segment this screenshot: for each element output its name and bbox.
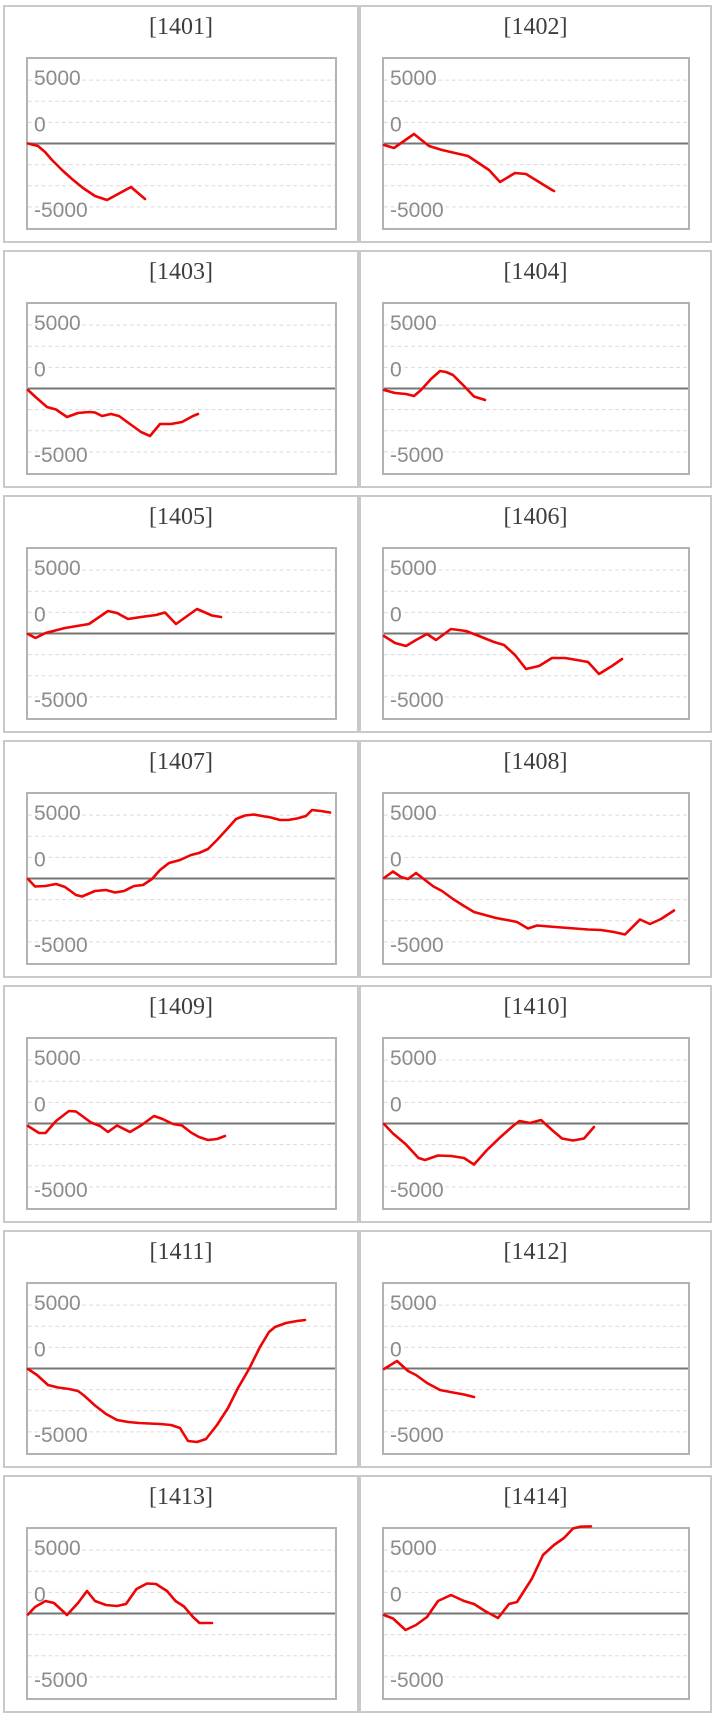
svg-text:-5000: -5000 xyxy=(390,1669,444,1692)
svg-text:-5000: -5000 xyxy=(34,199,88,222)
svg-text:-5000: -5000 xyxy=(34,689,88,712)
svg-text:-5000: -5000 xyxy=(34,1424,88,1447)
svg-text:0: 0 xyxy=(34,358,46,381)
svg-text:0: 0 xyxy=(390,1093,402,1116)
svg-text:-5000: -5000 xyxy=(34,934,88,957)
svg-text:5000: 5000 xyxy=(34,1292,81,1315)
svg-text:-5000: -5000 xyxy=(390,689,444,712)
svg-text:-5000: -5000 xyxy=(34,1179,88,1202)
svg-text:0: 0 xyxy=(34,848,46,871)
svg-text:-5000: -5000 xyxy=(34,1669,88,1692)
svg-text:5000: 5000 xyxy=(390,1047,437,1070)
svg-text:-5000: -5000 xyxy=(390,199,444,222)
svg-text:-5000: -5000 xyxy=(390,444,444,467)
svg-text:5000: 5000 xyxy=(34,557,81,580)
svg-text:-5000: -5000 xyxy=(390,1179,444,1202)
svg-text:5000: 5000 xyxy=(34,1537,81,1560)
svg-text:0: 0 xyxy=(390,113,402,136)
svg-text:0: 0 xyxy=(390,1338,402,1361)
svg-text:0: 0 xyxy=(390,848,402,871)
svg-text:5000: 5000 xyxy=(34,1047,81,1070)
svg-text:-5000: -5000 xyxy=(34,444,88,467)
svg-text:5000: 5000 xyxy=(34,802,81,825)
svg-text:5000: 5000 xyxy=(34,67,81,90)
svg-text:5000: 5000 xyxy=(390,1537,437,1560)
svg-text:0: 0 xyxy=(390,358,402,381)
svg-text:5000: 5000 xyxy=(390,557,437,580)
svg-text:0: 0 xyxy=(34,1583,46,1606)
svg-text:-5000: -5000 xyxy=(390,1424,444,1447)
svg-text:0: 0 xyxy=(390,603,402,626)
svg-text:5000: 5000 xyxy=(34,312,81,335)
svg-text:0: 0 xyxy=(34,1093,46,1116)
svg-text:5000: 5000 xyxy=(390,1292,437,1315)
svg-text:0: 0 xyxy=(34,1338,46,1361)
svg-text:0: 0 xyxy=(390,1583,402,1606)
svg-text:-5000: -5000 xyxy=(390,934,444,957)
svg-text:5000: 5000 xyxy=(390,802,437,825)
svg-text:0: 0 xyxy=(34,113,46,136)
svg-text:5000: 5000 xyxy=(390,67,437,90)
svg-text:0: 0 xyxy=(34,603,46,626)
svg-text:5000: 5000 xyxy=(390,312,437,335)
